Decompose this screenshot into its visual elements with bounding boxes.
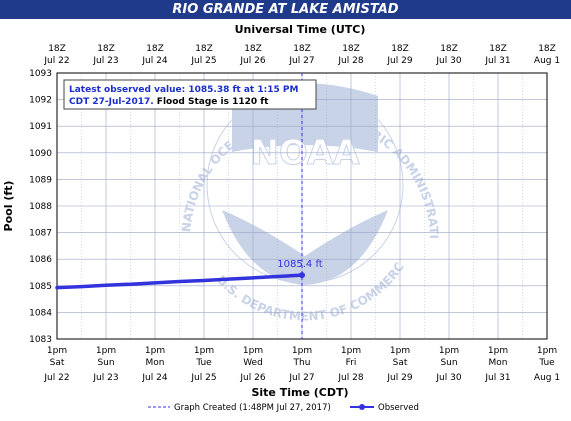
bottom-tick-date: Jul 31 (484, 373, 510, 383)
observed-last-point (299, 272, 305, 279)
bottom-tick-day: Sun (440, 358, 457, 368)
top-axis-ticks: 18Z Jul 22 18Z Jul 23 18Z Jul 24 18Z Jul 25 18Z J… (43, 44, 560, 66)
top-tick-time: 18Z (440, 44, 458, 54)
bottom-tick-day: Wed (243, 358, 263, 368)
latest-value-box: Latest observed value: 1085.38 ft at 1:1… (63, 79, 317, 110)
bottom-tick-day: Sat (50, 358, 65, 368)
y-tick-label: 1091 (29, 122, 52, 132)
bottom-tick-day: Tue (195, 358, 212, 368)
top-tick-date: Jul 22 (43, 56, 69, 66)
top-tick-time: 18Z (97, 44, 115, 54)
top-tick-time: 18Z (538, 44, 556, 54)
title-bar: RIO GRANDE AT LAKE AMISTAD (0, 0, 571, 19)
y-tick-label: 1092 (29, 96, 52, 106)
info-box-frame (63, 79, 317, 110)
top-tick-time: 18Z (195, 44, 213, 54)
top-tick-date: Jul 24 (141, 56, 167, 66)
bottom-tick-date: Jul 22 (43, 373, 69, 383)
top-tick-time: 18Z (48, 44, 66, 54)
chart-title: RIO GRANDE AT LAKE AMISTAD (172, 2, 399, 17)
top-tick-time: 18Z (244, 44, 262, 54)
legend-observed-label: Observed (378, 403, 419, 413)
y-tick-label: 1086 (29, 255, 52, 265)
legend: Graph Created (1:48PM Jul 27, 2017) Obser… (148, 403, 419, 413)
y-tick-label: 1088 (29, 202, 52, 212)
bottom-tick-date: Jul 23 (92, 373, 118, 383)
bottom-tick-time: 1pm (537, 346, 557, 356)
top-axis-title: Universal Time (UTC) (235, 23, 366, 36)
series-layer: 1085.4 ft (55, 73, 323, 339)
bottom-tick-date: Jul 29 (386, 373, 412, 383)
bottom-tick-time: 1pm (96, 346, 116, 356)
top-tick-time: 18Z (391, 44, 409, 54)
bottom-tick-day: Mon (489, 358, 508, 368)
x-axis-title: Site Time (CDT) (251, 386, 348, 399)
bottom-tick-day: Thu (293, 358, 311, 368)
top-tick-date: Jul 27 (288, 56, 314, 66)
y-tick-label: 1085 (29, 282, 52, 292)
top-tick-time: 18Z (489, 44, 507, 54)
y-axis-ticks: 1083 1084 1085 1086 1087 1088 1089 1090 1091 1092… (29, 69, 52, 345)
bottom-tick-day: Sun (97, 358, 114, 368)
y-tick-label: 1090 (29, 149, 52, 159)
bottom-tick-date: Aug 1 (534, 373, 560, 383)
bottom-tick-time: 1pm (243, 346, 263, 356)
bottom-tick-time: 1pm (488, 346, 508, 356)
info-date: CDT 27-Jul-2017. (69, 97, 154, 107)
bottom-tick-date: Jul 28 (337, 373, 363, 383)
top-tick-date: Jul 25 (190, 56, 216, 66)
bottom-tick-date: Jul 25 (190, 373, 216, 383)
legend-created-label: Graph Created (1:48PM Jul 27, 2017) (174, 403, 331, 413)
top-tick-date: Jul 23 (92, 56, 118, 66)
bottom-tick-date: Jul 24 (141, 373, 167, 383)
bottom-tick-date: Jul 26 (239, 373, 265, 383)
top-tick-date: Jul 30 (435, 56, 461, 66)
bottom-tick-day: Fri (346, 358, 357, 368)
bottom-tick-time: 1pm (341, 346, 361, 356)
y-axis-title: Pool (ft) (2, 181, 15, 232)
bottom-tick-date: Jul 30 (435, 373, 461, 383)
info-line-2: CDT 27-Jul-2017. Flood Stage is 1120 ft (69, 97, 269, 107)
bottom-tick-time: 1pm (47, 346, 67, 356)
bottom-tick-day: Sat (393, 358, 408, 368)
y-tick-label: 1093 (29, 69, 52, 79)
y-tick-label: 1089 (29, 175, 52, 185)
top-tick-time: 18Z (146, 44, 164, 54)
y-tick-label: 1083 (29, 335, 52, 345)
bottom-tick-time: 1pm (439, 346, 459, 356)
bottom-tick-time: 1pm (292, 346, 312, 356)
top-tick-date: Aug 1 (534, 56, 560, 66)
legend-observed-marker (359, 404, 365, 410)
watermark-gull (222, 210, 388, 285)
y-tick-label: 1087 (29, 229, 52, 239)
bottom-tick-time: 1pm (194, 346, 214, 356)
top-tick-time: 18Z (342, 44, 360, 54)
bottom-axis-ticks: 1pm Sat Jul 22 1pm Sun Jul 23 1pm Mon Jul 24 1pm T… (43, 346, 560, 383)
bottom-tick-time: 1pm (390, 346, 410, 356)
top-tick-time: 18Z (293, 44, 311, 54)
top-tick-date: Jul 31 (484, 56, 510, 66)
info-flood-stage: Flood Stage is 1120 ft (154, 97, 270, 107)
info-line-1: Latest observed value: 1085.38 ft at 1:1… (69, 85, 298, 95)
y-tick-label: 1084 (29, 308, 52, 318)
top-tick-date: Jul 26 (239, 56, 265, 66)
top-tick-date: Jul 29 (386, 56, 412, 66)
bottom-tick-date: Jul 27 (288, 373, 314, 383)
bottom-tick-day: Tue (538, 358, 555, 368)
bottom-tick-day: Mon (146, 358, 165, 368)
bottom-tick-time: 1pm (145, 346, 165, 356)
last-value-label: 1085.4 ft (277, 259, 323, 270)
top-tick-date: Jul 28 (337, 56, 363, 66)
observed-series-line (55, 273, 304, 290)
